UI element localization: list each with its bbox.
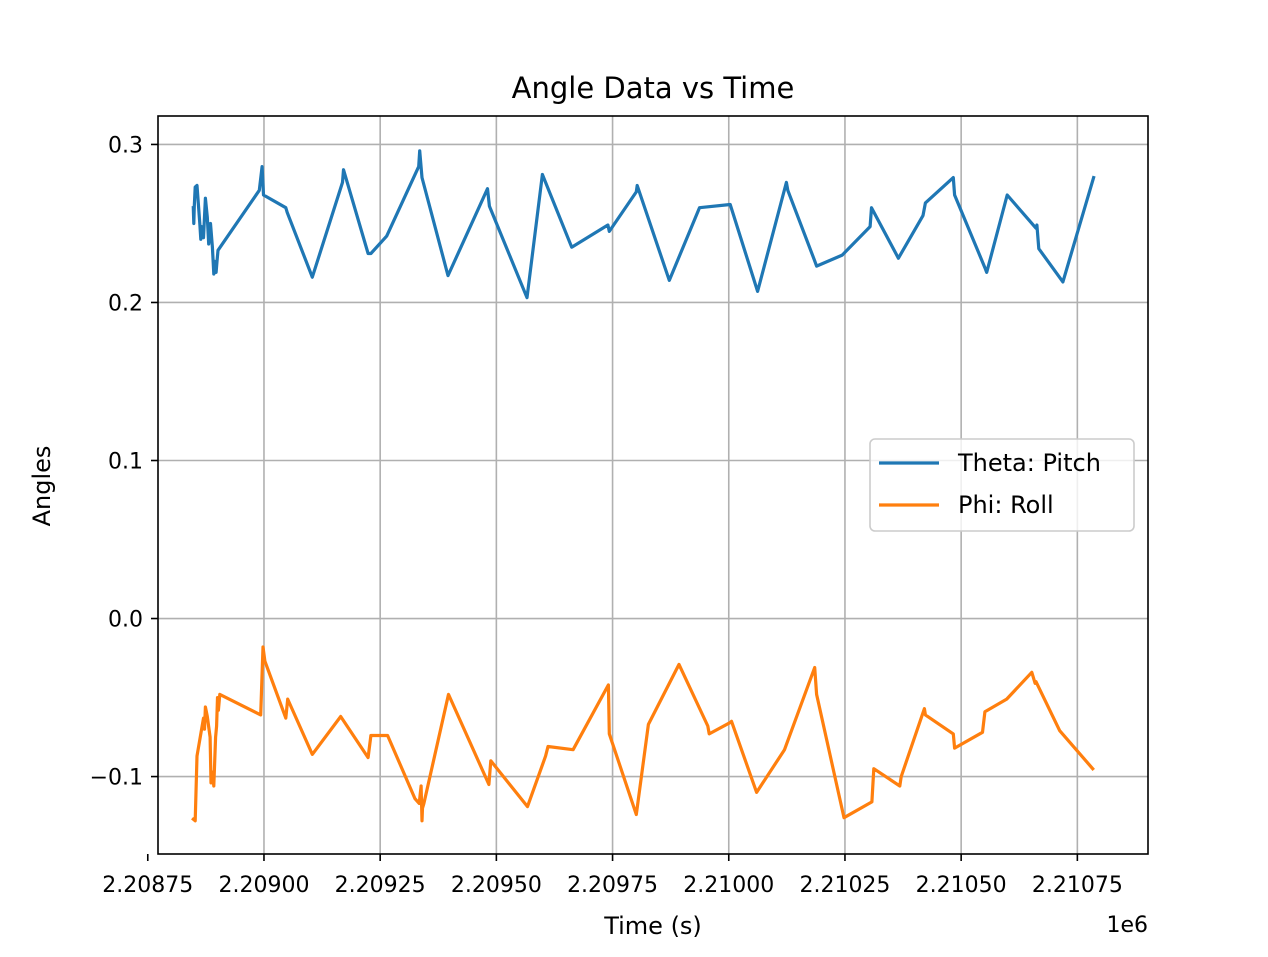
x-tick-label: 2.21050 (916, 873, 1007, 898)
y-tick-label: 0.3 (108, 133, 143, 158)
series-line-phi-roll (191, 645, 1095, 823)
chart-title: Angle Data vs Time (512, 71, 795, 105)
series-lines (191, 149, 1096, 823)
legend-label-theta-pitch: Theta: Pitch (957, 449, 1101, 477)
x-axis-offset-label: 1e6 (1106, 913, 1148, 938)
y-tick-label: 0.1 (108, 450, 143, 475)
y-axis-label: Angles (28, 446, 56, 527)
x-tick-label: 2.20925 (335, 873, 426, 898)
axes-frame (157, 115, 1149, 855)
x-axis-label: Time (s) (603, 912, 702, 940)
y-tick-label: 0.2 (108, 291, 143, 316)
y-tick-label: 0.0 (108, 608, 143, 633)
x-tick-label: 2.21025 (799, 873, 890, 898)
y-tick-label: −0.1 (90, 766, 143, 791)
x-tick-label: 2.21000 (683, 873, 774, 898)
x-tick-label: 2.21075 (1032, 873, 1123, 898)
legend: Theta: Pitch Phi: Roll (869, 438, 1135, 532)
x-tick-label: 2.20900 (218, 873, 309, 898)
x-tick-label: 2.20950 (451, 873, 542, 898)
x-tick-label: 2.20975 (567, 873, 658, 898)
x-tick-label: 2.20875 (102, 873, 193, 898)
legend-label-phi-roll: Phi: Roll (958, 491, 1054, 519)
series-line-theta-pitch (191, 149, 1096, 300)
axis-ticks: 2.20875 2.20900 2.20925 2.20950 2.20975 2.210… (90, 133, 1123, 898)
